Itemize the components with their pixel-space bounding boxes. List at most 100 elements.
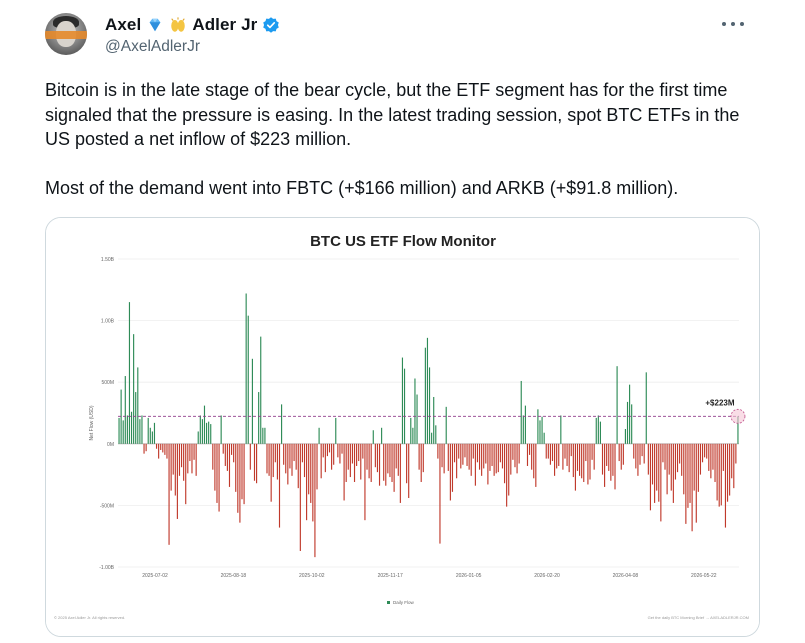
bar (493, 443, 495, 476)
bar (220, 415, 222, 444)
bar (320, 443, 322, 479)
bar (564, 443, 566, 459)
bar (472, 443, 474, 459)
bar (162, 443, 164, 453)
bar (389, 443, 391, 478)
chart-footer-right: Get the daily BTC Morning Brief → AXELAD… (648, 615, 749, 620)
bar (654, 443, 656, 503)
bar (585, 443, 587, 462)
bar (170, 443, 172, 491)
bar (560, 415, 562, 444)
bar (443, 443, 445, 474)
bar (155, 443, 158, 449)
bar (345, 443, 347, 482)
bar (153, 422, 156, 444)
bar (137, 367, 139, 444)
bar (447, 443, 449, 471)
avatar-band (45, 31, 87, 39)
bar (604, 443, 606, 487)
bar (503, 443, 506, 484)
x-tick-label: 2026-02-20 (534, 573, 560, 579)
bar (712, 443, 714, 470)
bar (370, 443, 372, 482)
bar (574, 443, 576, 491)
bar (401, 357, 404, 444)
bar (122, 420, 124, 444)
bar (722, 443, 724, 471)
bar (662, 443, 664, 463)
bar (274, 443, 276, 463)
bar (622, 443, 624, 465)
bar (403, 368, 406, 444)
bar (241, 443, 243, 500)
bar (699, 443, 702, 475)
bar (478, 443, 481, 470)
bar (614, 443, 616, 490)
bar (308, 443, 310, 495)
bar (187, 443, 189, 474)
bar (260, 336, 262, 444)
author-name-row[interactable]: Axel Adler Jr (105, 14, 280, 36)
bar (147, 417, 149, 444)
overlay-layer: 2025-07-02 2025-08-18 2025-10-02 2025-11-17… (118, 398, 746, 579)
bar (385, 443, 387, 486)
bar (222, 443, 224, 454)
bar (343, 443, 345, 501)
bar (501, 443, 504, 469)
more-options-icon[interactable] (722, 18, 744, 30)
avatar[interactable] (45, 13, 87, 55)
bar (520, 380, 522, 444)
bar (556, 443, 558, 469)
bar (203, 405, 206, 444)
bar (641, 443, 643, 457)
bar (599, 421, 601, 444)
bar (264, 427, 266, 444)
author-handle[interactable]: @AxelAdlerJr (105, 38, 200, 55)
bar (208, 421, 210, 444)
bar (624, 429, 627, 444)
bar (258, 392, 260, 444)
bar (316, 443, 318, 490)
bar (489, 443, 491, 471)
bar (339, 443, 341, 464)
author-last-name[interactable]: Adler Jr (192, 15, 258, 34)
bar (545, 443, 547, 459)
bar (547, 443, 549, 459)
bar (491, 443, 493, 466)
bar (168, 443, 170, 545)
bar (554, 443, 556, 476)
bar (543, 432, 545, 444)
bar (647, 443, 649, 475)
bar (645, 372, 647, 444)
bar (360, 443, 362, 480)
bar (314, 443, 316, 558)
bar (362, 443, 364, 459)
bar (235, 443, 237, 492)
bar (393, 443, 395, 492)
bar (406, 443, 408, 484)
bar (570, 443, 572, 457)
bar (391, 443, 393, 482)
bar (145, 443, 147, 452)
bar (256, 443, 258, 484)
bar (230, 443, 233, 455)
bar (674, 443, 677, 480)
bar (180, 443, 183, 468)
bar (431, 432, 433, 444)
chart-image[interactable]: BTC US ETF Flow Monitor Net Flow (USD) 1… (45, 217, 760, 637)
highlight-marker (730, 408, 746, 424)
author-first-name[interactable]: Axel (105, 15, 142, 34)
bar (364, 443, 366, 521)
bar (358, 443, 360, 462)
bar (408, 443, 410, 499)
bar (566, 443, 568, 466)
bar (516, 443, 518, 474)
bar (233, 443, 235, 463)
bar (724, 443, 727, 528)
bar (228, 443, 231, 487)
bar (664, 443, 666, 470)
bar (253, 443, 256, 481)
bar (685, 443, 687, 524)
bar (120, 389, 122, 444)
bar (276, 443, 278, 480)
